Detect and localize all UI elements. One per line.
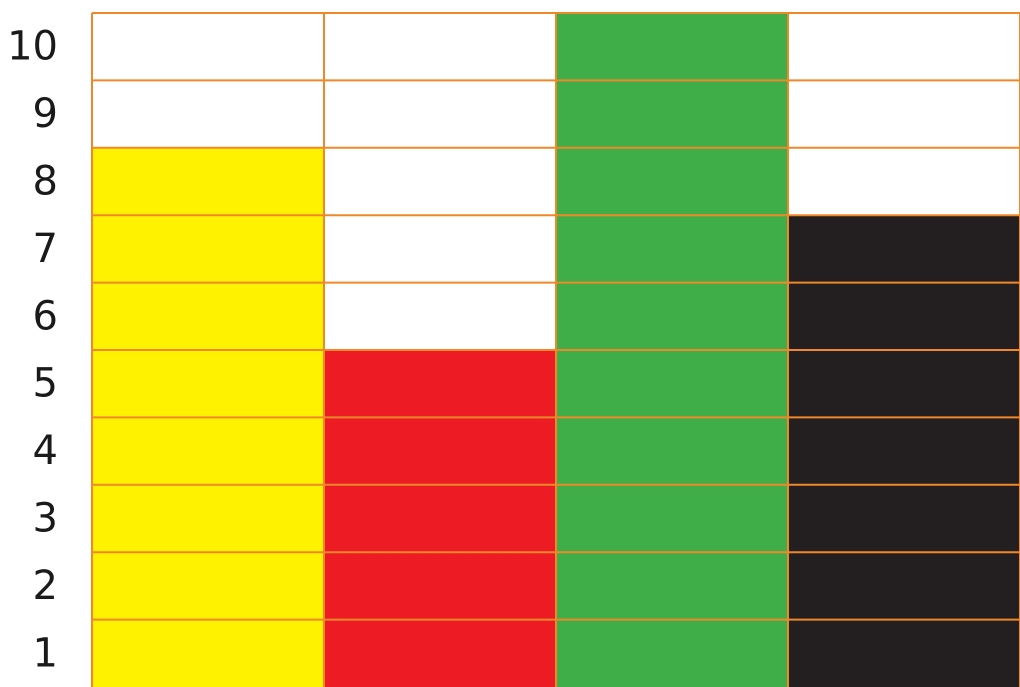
y-tick-label-1: 1 xyxy=(33,630,58,676)
y-tick-label-7: 7 xyxy=(33,226,58,272)
bar-2 xyxy=(324,350,556,687)
y-tick-label-10: 10 xyxy=(7,24,58,70)
y-tick-label-9: 9 xyxy=(33,91,58,137)
y-tick-label-6: 6 xyxy=(33,293,58,339)
y-tick-label-4: 4 xyxy=(33,428,58,474)
y-axis-ticks: 1 2 3 4 5 6 7 8 9 10 xyxy=(7,24,58,677)
bar-4 xyxy=(788,215,1020,687)
grid-layer xyxy=(91,12,1020,687)
y-tick-label-3: 3 xyxy=(33,496,58,542)
y-tick-label-8: 8 xyxy=(33,159,58,205)
y-tick-label-5: 5 xyxy=(33,361,58,407)
y-tick-label-2: 2 xyxy=(33,563,58,609)
